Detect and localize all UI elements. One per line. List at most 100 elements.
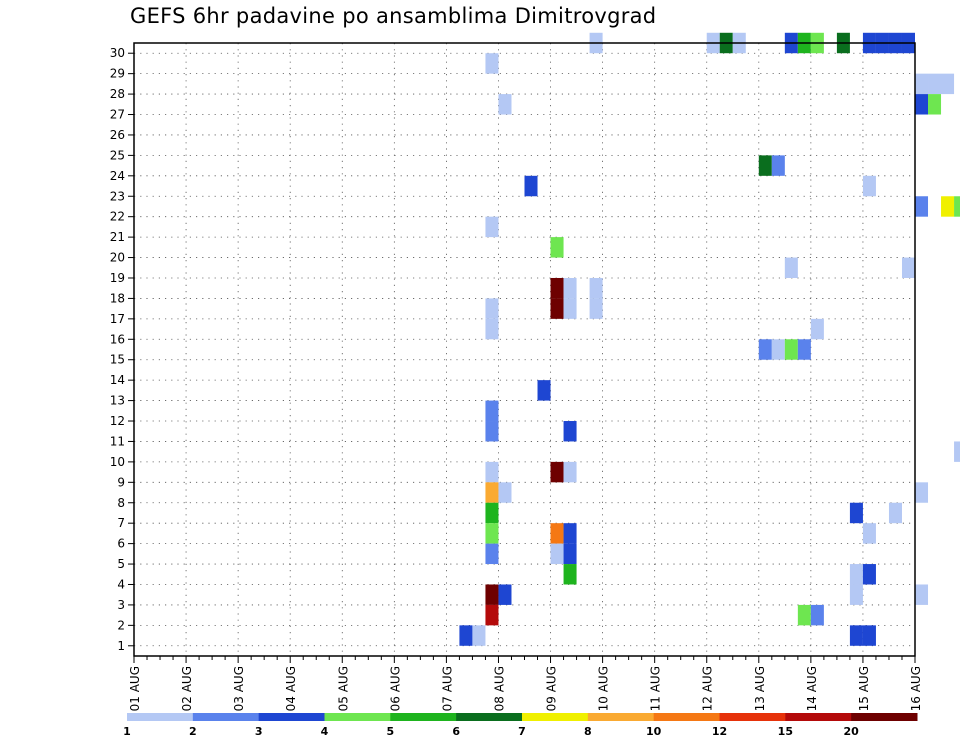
colorbar-label: 1 bbox=[123, 725, 131, 738]
colorbar-label: 5 bbox=[387, 725, 395, 738]
precip-cell bbox=[928, 94, 942, 115]
precip-cell bbox=[862, 523, 876, 544]
x-tick-label: 13 AUG bbox=[753, 666, 767, 711]
colorbar-label: 2 bbox=[189, 725, 197, 738]
colorbar: 1 2 3 4 5 6 7 8 10 12 15 20 bbox=[123, 713, 918, 738]
precip-cell bbox=[849, 564, 863, 585]
precip-cell bbox=[849, 625, 863, 646]
colorbar-swatch bbox=[653, 713, 720, 721]
y-tick-label: 16 bbox=[110, 332, 125, 346]
x-tick-label: 05 AUG bbox=[336, 666, 350, 711]
y-tick-label: 20 bbox=[110, 251, 125, 265]
precip-cell bbox=[485, 482, 499, 503]
colorbar-label: 6 bbox=[452, 725, 460, 738]
colorbar-swatch bbox=[851, 713, 918, 721]
y-tick-label: 3 bbox=[117, 598, 125, 612]
precip-cell bbox=[550, 277, 564, 299]
y-tick-label: 2 bbox=[117, 618, 125, 632]
colorbar-swatch bbox=[390, 713, 457, 721]
colorbar-swatch bbox=[192, 713, 260, 721]
precip-cell bbox=[550, 298, 564, 319]
chart-title: GEFS 6hr padavine po ansamblima Dimitrov… bbox=[130, 4, 657, 28]
precip-cell bbox=[862, 625, 876, 646]
precip-cell bbox=[485, 502, 499, 524]
x-tick-label: 06 AUG bbox=[388, 666, 402, 711]
precip-cell bbox=[771, 339, 785, 360]
x-tick-label: 12 AUG bbox=[701, 666, 715, 711]
y-tick-label: 4 bbox=[117, 577, 125, 591]
precip-cell bbox=[485, 523, 499, 544]
precip-cell bbox=[563, 461, 577, 483]
precip-cell bbox=[563, 564, 577, 585]
colorbar-swatch bbox=[719, 713, 786, 721]
x-tick-label: 01 AUG bbox=[128, 666, 142, 711]
precip-cell bbox=[550, 461, 564, 483]
precip-cell bbox=[537, 380, 551, 401]
colorbar-swatch bbox=[785, 713, 852, 721]
x-tick-label: 09 AUG bbox=[545, 666, 559, 711]
colorbar-label: 10 bbox=[646, 725, 662, 738]
x-tick-label: 07 AUG bbox=[440, 666, 454, 711]
y-tick-label: 29 bbox=[110, 67, 125, 81]
precip-cell bbox=[784, 257, 798, 278]
precip-cell bbox=[485, 584, 499, 605]
precip-cell bbox=[563, 277, 577, 299]
y-tick-label: 15 bbox=[110, 353, 125, 367]
x-tick-label: 15 AUG bbox=[857, 666, 871, 711]
precip-cell bbox=[810, 604, 824, 626]
x-tick-label: 11 AUG bbox=[649, 666, 663, 711]
precip-cell bbox=[797, 339, 811, 360]
y-tick-label: 7 bbox=[117, 516, 125, 530]
precip-cell bbox=[941, 196, 955, 217]
precip-cell bbox=[485, 461, 499, 483]
colorbar-swatch bbox=[456, 713, 523, 721]
y-tick-label: 10 bbox=[110, 455, 125, 469]
precip-cell bbox=[485, 421, 499, 442]
y-tick-label: 25 bbox=[110, 148, 125, 162]
colorbar-swatch bbox=[587, 713, 655, 721]
y-tick-label: 24 bbox=[110, 169, 125, 183]
y-tick-label: 27 bbox=[110, 108, 125, 122]
y-tick-label: 21 bbox=[110, 230, 125, 244]
precip-cell bbox=[550, 237, 564, 258]
y-tick-label: 23 bbox=[110, 189, 125, 203]
colorbar-swatch bbox=[324, 713, 391, 721]
precip-cell bbox=[498, 584, 512, 605]
y-tick-label: 12 bbox=[110, 414, 125, 428]
x-tick-label: 04 AUG bbox=[284, 666, 298, 711]
precip-cell bbox=[915, 94, 929, 115]
precip-cell bbox=[563, 543, 577, 565]
y-tick-label: 28 bbox=[110, 87, 125, 101]
colorbar-label: 3 bbox=[255, 725, 263, 738]
precip-cell bbox=[758, 155, 772, 176]
x-tick-label: 03 AUG bbox=[232, 666, 246, 711]
precip-cell bbox=[862, 175, 876, 197]
precip-cell bbox=[810, 318, 824, 340]
precip-cell bbox=[563, 421, 577, 442]
precip-cell bbox=[888, 502, 902, 524]
precip-cells bbox=[459, 32, 960, 646]
colorbar-label: 12 bbox=[712, 725, 727, 738]
x-tick-label: 10 AUG bbox=[597, 666, 611, 711]
precip-cell bbox=[915, 73, 929, 95]
y-tick-label: 6 bbox=[117, 537, 125, 551]
precip-cell bbox=[901, 257, 915, 278]
y-tick-label: 14 bbox=[110, 373, 125, 387]
x-tick-label: 16 AUG bbox=[909, 666, 923, 711]
precip-cell bbox=[589, 298, 603, 319]
y-tick-label: 18 bbox=[110, 291, 125, 305]
colorbar-swatch bbox=[258, 713, 325, 721]
precip-cell bbox=[915, 584, 929, 605]
y-tick-label: 22 bbox=[110, 210, 125, 224]
precip-cell bbox=[849, 584, 863, 605]
precip-cell bbox=[485, 400, 499, 422]
colorbar-label: 4 bbox=[321, 725, 329, 738]
precip-cell bbox=[954, 441, 960, 462]
precip-cell bbox=[954, 196, 960, 217]
precip-cell bbox=[472, 625, 486, 646]
colorbar-label: 8 bbox=[584, 725, 592, 738]
precip-cell bbox=[485, 53, 499, 74]
precip-cell bbox=[915, 482, 929, 503]
y-tick-label: 11 bbox=[110, 434, 125, 448]
precip-cell bbox=[758, 339, 772, 360]
